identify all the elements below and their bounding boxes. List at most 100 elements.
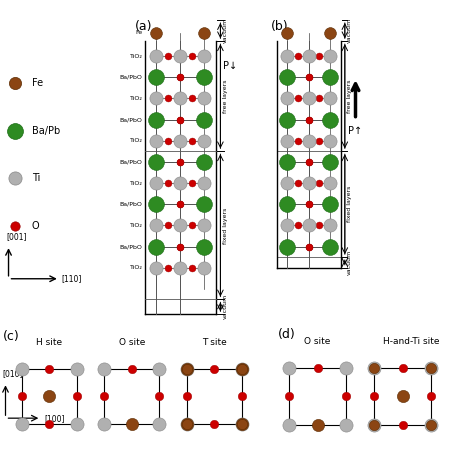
Point: [18, 365, 26, 372]
Point: [326, 29, 334, 37]
Point: [326, 116, 334, 123]
Point: [46, 393, 53, 400]
Text: O site: O site: [119, 338, 145, 348]
Point: [153, 222, 160, 229]
Text: TiO₂: TiO₂: [130, 180, 143, 185]
Point: [283, 137, 291, 144]
Point: [342, 421, 350, 429]
Point: [73, 365, 81, 372]
Point: [200, 116, 208, 123]
Point: [238, 420, 246, 427]
Point: [326, 137, 334, 144]
Point: [238, 365, 246, 372]
Point: [188, 95, 196, 102]
Point: [183, 393, 191, 400]
Point: [176, 137, 184, 144]
Point: [176, 95, 184, 102]
Point: [315, 222, 323, 229]
Point: [176, 243, 184, 250]
Point: [326, 243, 334, 250]
Point: [11, 222, 18, 229]
Point: [326, 180, 334, 187]
Point: [283, 222, 291, 229]
Point: [164, 264, 172, 271]
Point: [188, 52, 196, 60]
Point: [315, 137, 323, 144]
Point: [314, 421, 321, 429]
Point: [153, 95, 160, 102]
Point: [176, 201, 184, 208]
Point: [305, 95, 312, 102]
Text: fixed layers: fixed layers: [223, 207, 228, 244]
Text: H site: H site: [36, 338, 63, 348]
Point: [100, 420, 108, 427]
Text: H-and-Ti site: H-and-Ti site: [383, 337, 440, 346]
Point: [283, 116, 291, 123]
Point: [188, 137, 196, 144]
Point: [342, 393, 350, 400]
Text: (a): (a): [135, 20, 153, 33]
Text: Ba/Pb: Ba/Pb: [32, 126, 60, 136]
Text: O: O: [32, 221, 40, 231]
Point: [183, 420, 191, 427]
Point: [155, 393, 163, 400]
Point: [428, 364, 435, 371]
Point: [428, 364, 435, 371]
Text: TiO₂: TiO₂: [130, 54, 143, 59]
Point: [305, 243, 312, 250]
Text: vacuum: vacuum: [223, 294, 228, 320]
Point: [11, 80, 18, 87]
Text: free layers: free layers: [347, 80, 352, 113]
Point: [210, 420, 218, 427]
Point: [200, 74, 208, 81]
Point: [210, 365, 218, 372]
Point: [164, 95, 172, 102]
Point: [176, 74, 184, 81]
Point: [153, 201, 160, 208]
Point: [305, 201, 312, 208]
Point: [305, 180, 312, 187]
Text: P↓: P↓: [223, 61, 237, 71]
Text: (b): (b): [271, 20, 289, 33]
Point: [176, 180, 184, 187]
Point: [305, 137, 312, 144]
Text: (d): (d): [278, 328, 295, 341]
Point: [73, 420, 81, 427]
Point: [200, 95, 208, 102]
Point: [305, 116, 312, 123]
Point: [100, 393, 108, 400]
Point: [46, 420, 53, 427]
Point: [153, 243, 160, 250]
Point: [176, 74, 184, 81]
Text: [110]: [110]: [62, 274, 82, 283]
Text: Ba/PbO: Ba/PbO: [120, 117, 143, 122]
Text: TiO₂: TiO₂: [130, 265, 143, 270]
Point: [18, 393, 26, 400]
Point: [188, 222, 196, 229]
Point: [294, 180, 301, 187]
Text: T site: T site: [202, 338, 227, 348]
Point: [371, 393, 378, 400]
Point: [428, 421, 435, 429]
Point: [283, 74, 291, 81]
Point: [305, 158, 312, 165]
Point: [399, 364, 407, 371]
Text: Ba/PbO: Ba/PbO: [120, 75, 143, 80]
Point: [238, 365, 246, 372]
Point: [183, 365, 191, 372]
Point: [200, 158, 208, 165]
Point: [200, 222, 208, 229]
Point: [18, 420, 26, 427]
Point: [283, 243, 291, 250]
Point: [326, 222, 334, 229]
Point: [183, 420, 191, 427]
Point: [305, 52, 312, 60]
Point: [428, 421, 435, 429]
Point: [283, 201, 291, 208]
Point: [155, 420, 163, 427]
Text: [100]: [100]: [44, 414, 64, 423]
Point: [326, 74, 334, 81]
Text: Fe: Fe: [32, 78, 43, 88]
Point: [200, 264, 208, 271]
Point: [153, 180, 160, 187]
